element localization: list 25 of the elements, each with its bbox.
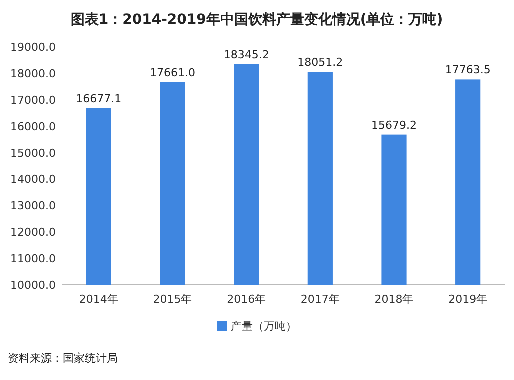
data-label: 17661.0 xyxy=(150,66,196,80)
xtick: 2019年 xyxy=(448,293,488,306)
xtick: 2014年 xyxy=(79,293,118,306)
ytick: 11000.0 xyxy=(10,252,56,266)
data-label: 18345.2 xyxy=(224,48,270,62)
data-label: 16677.1 xyxy=(76,92,122,106)
xtick: 2016年 xyxy=(227,293,266,306)
ytick: 19000.0 xyxy=(10,41,56,54)
ytick: 13000.0 xyxy=(10,200,56,213)
annotation: 资料来源：国家统计局 xyxy=(8,352,118,365)
ytick: 17000.0 xyxy=(10,94,56,107)
ytick: 12000.0 xyxy=(10,226,56,240)
ytick: 14000.0 xyxy=(10,173,56,186)
xtick: 2015年 xyxy=(153,293,192,306)
ytick: 16000.0 xyxy=(10,120,56,134)
ytick: 18000.0 xyxy=(10,67,56,80)
xtick: 2017年 xyxy=(300,293,340,306)
ytick: 15000.0 xyxy=(10,146,56,160)
ytick: 10000.0 xyxy=(10,279,56,292)
title: 图表1：2014-2019年中国饮料产量变化情况(单位：万吨) xyxy=(70,12,444,28)
legend: 产量（万吨） xyxy=(231,320,297,333)
xtick: 2018年 xyxy=(374,293,414,306)
data-label: 18051.2 xyxy=(298,56,344,70)
data-label: 15679.2 xyxy=(372,118,417,132)
data-label: 17763.5 xyxy=(445,64,491,77)
